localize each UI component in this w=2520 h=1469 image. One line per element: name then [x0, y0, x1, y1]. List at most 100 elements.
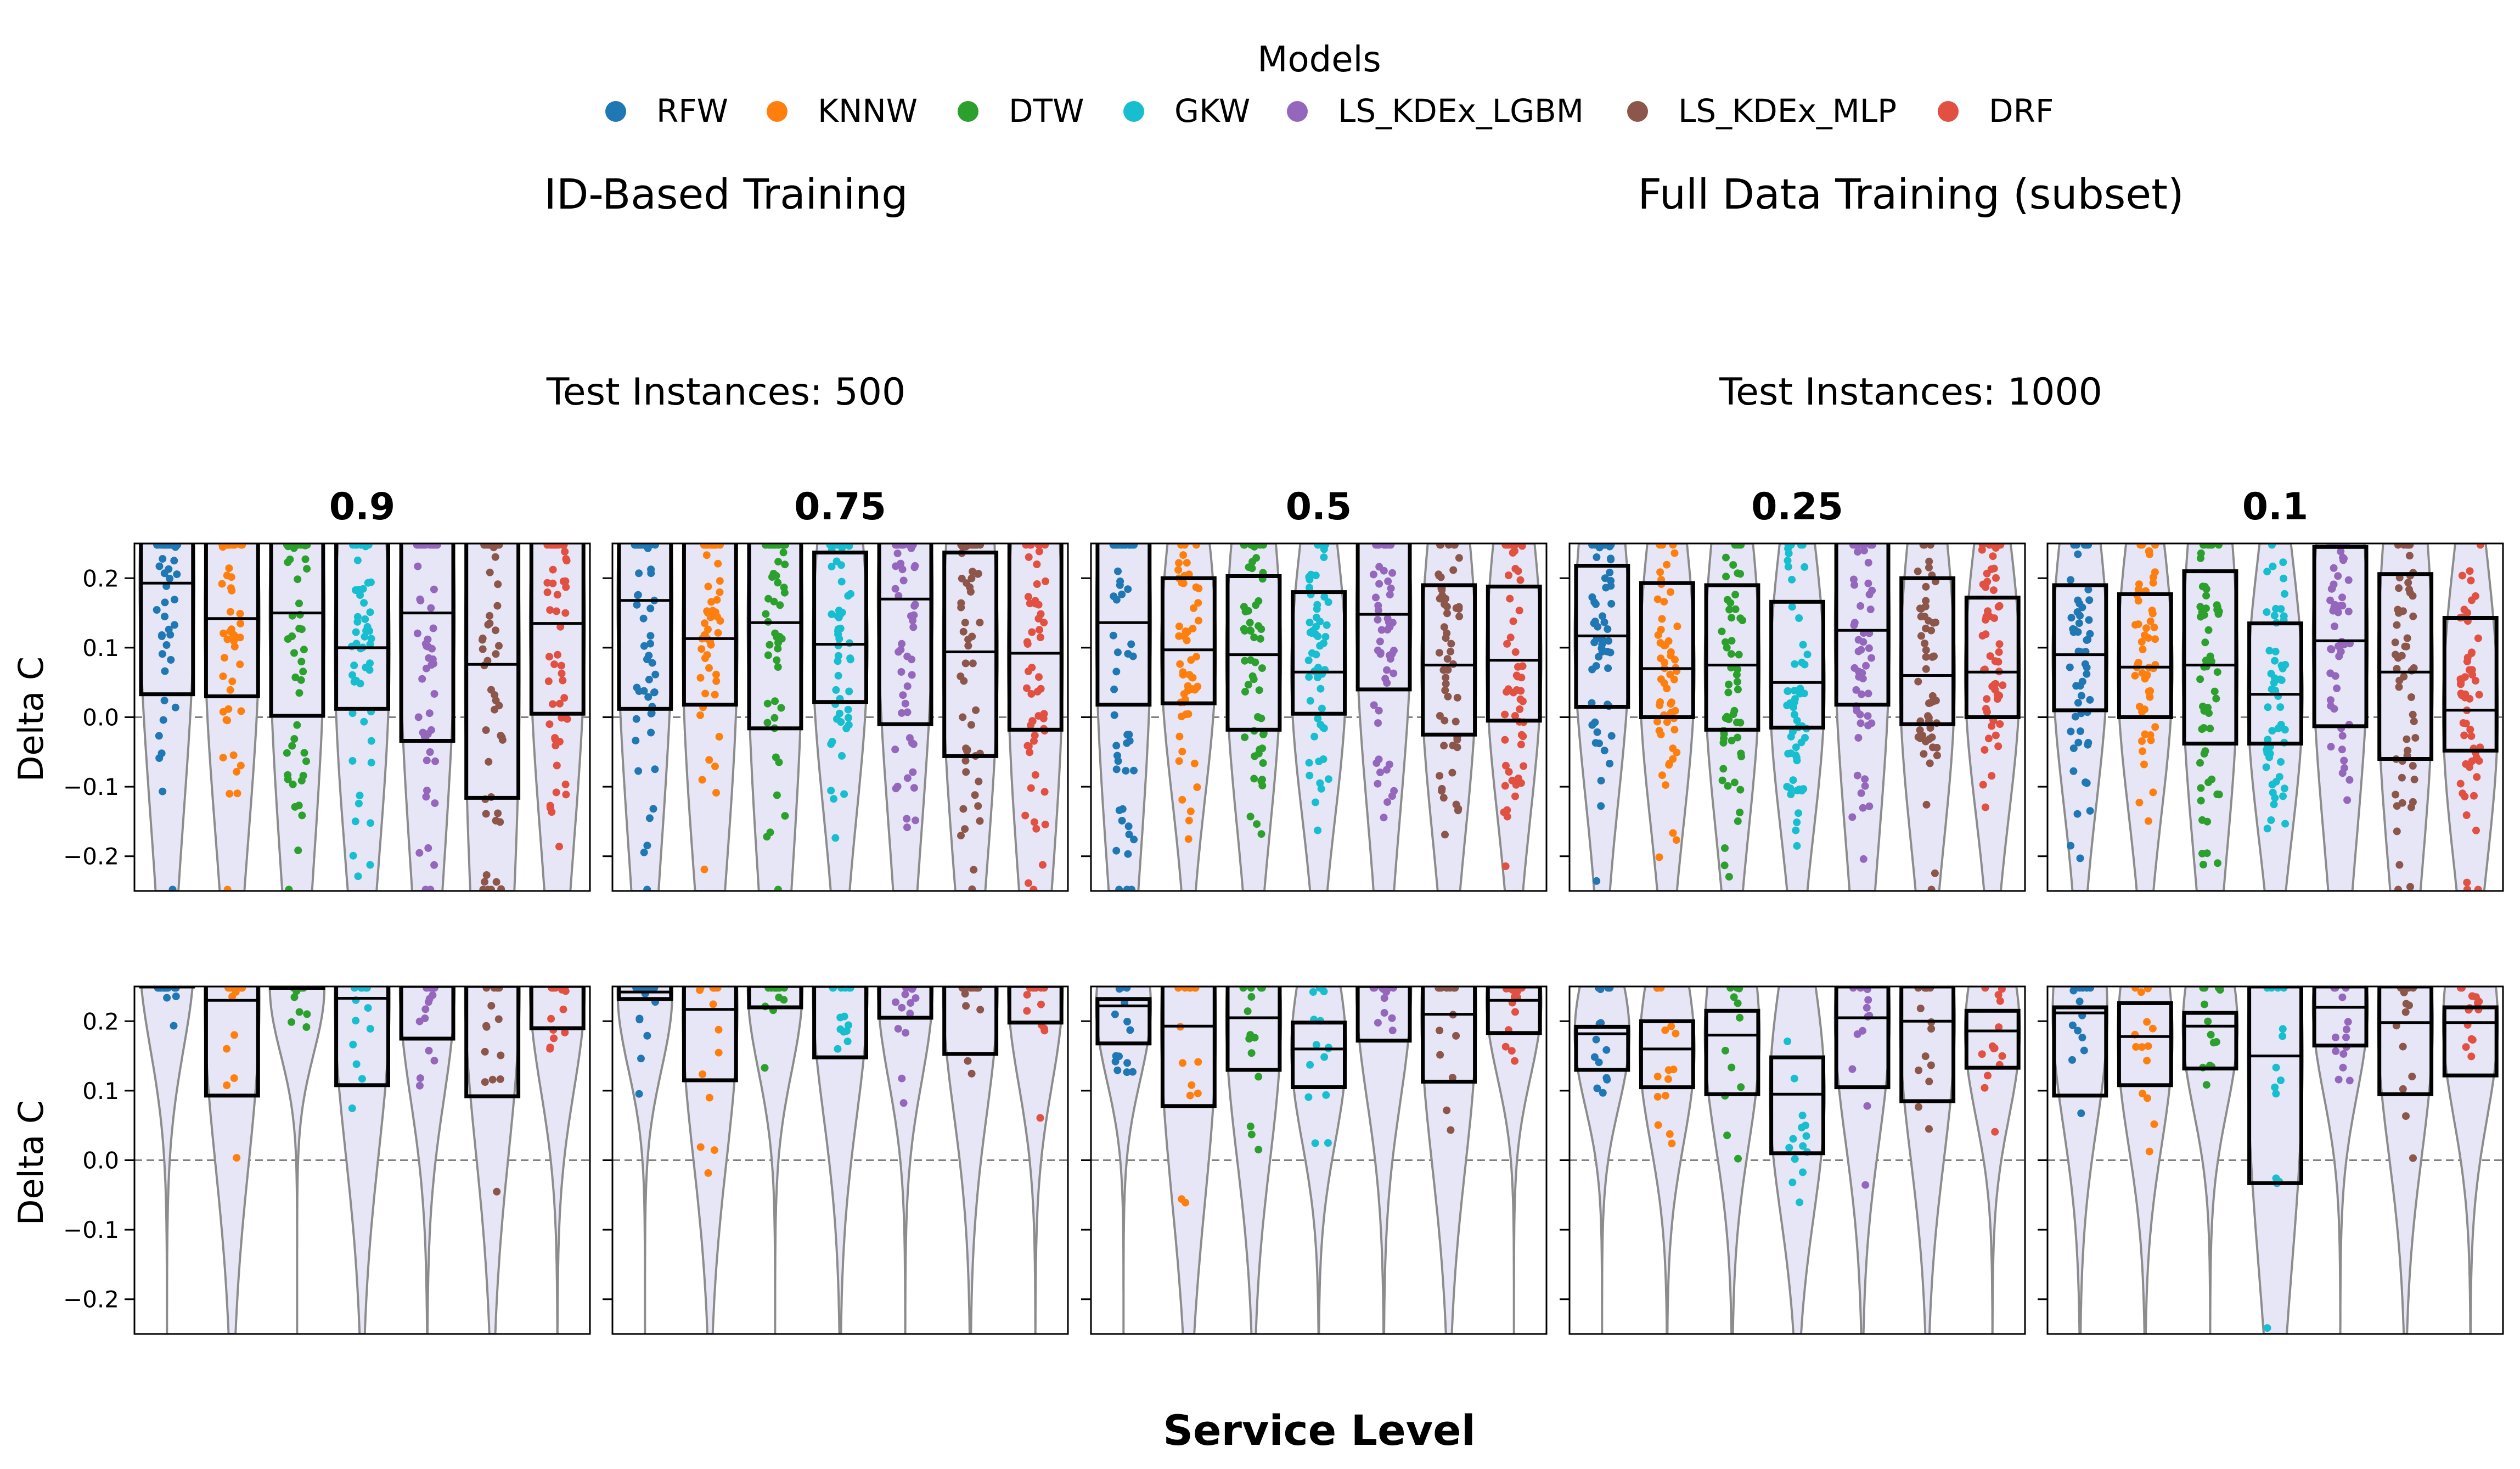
- violin-rfw: [2051, 543, 2109, 891]
- strip-point-ls-kdex-lgbm: [1863, 1102, 1871, 1110]
- strip-point-rfw: [162, 641, 171, 649]
- strip-point-ls-kdex-lgbm: [891, 585, 899, 593]
- strip-point-drf: [2468, 757, 2476, 765]
- strip-point-gkw: [1319, 639, 1328, 647]
- strip-point-knnw: [223, 1045, 230, 1053]
- strip-point-knnw: [2144, 634, 2152, 642]
- strip-point-ls-kdex-lgbm: [1858, 690, 1865, 698]
- strip-point-drf: [1518, 697, 1527, 705]
- strip-point-ls-kdex-lgbm: [2345, 1076, 2354, 1085]
- strip-point-drf: [1026, 748, 1034, 756]
- strip-point-rfw: [2066, 663, 2074, 671]
- strip-point-ls-kdex-mlp: [1921, 1052, 1930, 1061]
- strip-point-rfw: [637, 1055, 645, 1063]
- violin-gkw: [812, 986, 869, 1334]
- strip-point-dtw: [2212, 694, 2220, 703]
- strip-point-ls-kdex-mlp: [1455, 554, 1463, 562]
- strip-point-knnw: [709, 1000, 717, 1008]
- strip-point-ls-kdex-mlp: [963, 579, 971, 587]
- strip-point-rfw: [1591, 600, 1600, 608]
- strip-point-rfw: [2075, 986, 2084, 992]
- group-titles: ID-Based Training Full Data Training (su…: [544, 170, 2184, 414]
- strip-point-ls-kdex-lgbm: [1388, 1027, 1397, 1035]
- strip-point-dtw: [781, 812, 789, 820]
- strip-point-drf: [562, 555, 570, 563]
- strip-point-ls-kdex-mlp: [493, 602, 502, 610]
- panel-row1-0.25: 0.25: [1560, 485, 2026, 892]
- strip-point-dtw: [1719, 739, 1728, 747]
- strip-point-gkw: [1314, 664, 1322, 672]
- strip-point-rfw: [1604, 664, 1612, 672]
- strip-point-ls-kdex-mlp: [1439, 794, 1448, 802]
- strip-point-ls-kdex-mlp: [1443, 1106, 1451, 1114]
- strip-point-rfw: [645, 652, 653, 660]
- strip-point-drf: [2467, 576, 2475, 585]
- strip-point-drf: [544, 677, 553, 685]
- strip-point-knnw: [1195, 584, 1203, 592]
- strip-point-gkw: [1324, 1139, 1332, 1147]
- strip-point-ls-kdex-lgbm: [2338, 732, 2347, 740]
- strip-point-dtw: [761, 543, 769, 549]
- strip-point-knnw: [226, 608, 234, 616]
- strip-point-gkw: [846, 655, 854, 664]
- strip-point-gkw: [1801, 563, 1809, 571]
- strip-point-gkw: [2271, 647, 2280, 655]
- strip-point-gkw: [831, 834, 840, 842]
- strip-point-drf: [1023, 1007, 1031, 1015]
- strip-point-dtw: [772, 571, 780, 580]
- strip-point-ls-kdex-lgbm: [898, 565, 907, 574]
- strip-point-ls-kdex-lgbm: [891, 745, 899, 754]
- strip-point-rfw: [645, 675, 653, 683]
- box-rfw: [2052, 583, 2108, 713]
- strip-point-ls-kdex-mlp: [1919, 731, 1927, 739]
- strip-point-dtw: [773, 791, 781, 799]
- strip-point-ls-kdex-mlp: [1436, 595, 1444, 603]
- strip-point-rfw: [2086, 807, 2094, 815]
- strip-point-gkw: [834, 657, 842, 665]
- strip-point-rfw: [1604, 625, 1612, 633]
- strip-point-ls-kdex-lgbm: [1861, 775, 1869, 783]
- strip-point-gkw: [364, 1004, 372, 1012]
- strip-point-dtw: [284, 543, 292, 551]
- strip-point-drf: [1512, 671, 1521, 680]
- strip-point-drf: [1509, 549, 1517, 557]
- strip-point-ls-kdex-mlp: [494, 809, 502, 817]
- legend-label: DRF: [1989, 92, 2054, 130]
- strip-point-gkw: [1790, 1074, 1798, 1083]
- strip-point-dtw: [295, 801, 303, 810]
- strip-point-drf: [1032, 825, 1040, 833]
- strip-point-gkw: [1799, 1168, 1807, 1176]
- strip-point-ls-kdex-lgbm: [2343, 796, 2352, 804]
- strip-point-rfw: [1118, 590, 1126, 598]
- strip-point-drf: [545, 653, 553, 661]
- strip-point-gkw: [348, 671, 357, 679]
- strip-point-drf: [1983, 708, 1991, 716]
- strip-point-drf: [1030, 818, 1038, 826]
- strip-point-knnw: [1664, 1075, 1672, 1083]
- strip-point-ls-kdex-lgbm: [907, 999, 915, 1007]
- strip-point-dtw: [2204, 778, 2213, 787]
- strip-point-drf: [1994, 742, 2003, 750]
- strip-point-knnw: [716, 577, 724, 585]
- strip-point-ls-kdex-mlp: [1435, 649, 1443, 657]
- strip-point-drf: [1505, 768, 1513, 776]
- strip-point-ls-kdex-mlp: [1927, 1061, 1935, 1069]
- strip-point-knnw: [1179, 1059, 1186, 1067]
- strip-point-drf: [1986, 652, 1994, 660]
- strip-point-ls-kdex-lgbm: [897, 543, 905, 549]
- violin-ls-kdex-mlp: [1420, 543, 1477, 891]
- strip-point-dtw: [763, 699, 772, 708]
- strip-point-gkw: [2277, 661, 2286, 670]
- strip-point-ls-kdex-lgbm: [1848, 813, 1857, 821]
- strip-point-dtw: [2216, 986, 2224, 994]
- legend-label: KNNW: [818, 92, 918, 130]
- strip-point-ls-kdex-lgbm: [2335, 652, 2343, 660]
- strip-point-gkw: [352, 628, 360, 636]
- strip-point-knnw: [715, 1025, 723, 1034]
- strip-point-dtw: [1722, 573, 1730, 581]
- strip-point-drf: [1516, 576, 1525, 584]
- box-ls-kdex-lgbm: [399, 543, 455, 743]
- strip-point-ls-kdex-lgbm: [1853, 771, 1861, 780]
- strip-point-knnw: [1663, 718, 1671, 726]
- strip-point-ls-kdex-lgbm: [418, 675, 426, 683]
